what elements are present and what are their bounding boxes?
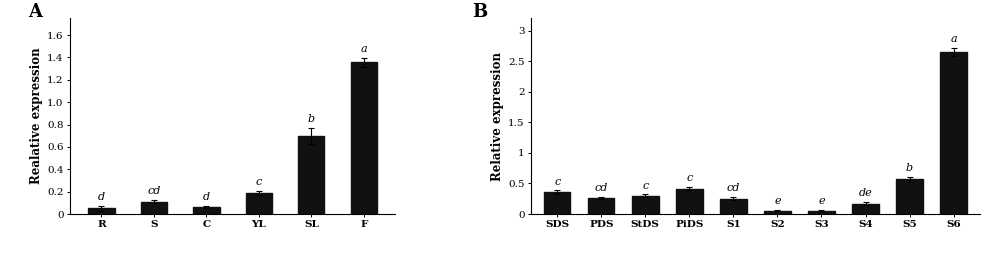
Text: c: c: [554, 176, 560, 187]
Bar: [544, 192, 570, 214]
Text: d: d: [203, 192, 210, 202]
Text: c: c: [642, 181, 648, 191]
Text: de: de: [859, 188, 872, 198]
Text: a: a: [950, 34, 957, 44]
Text: e: e: [774, 196, 781, 206]
Text: b: b: [906, 163, 913, 173]
Text: cd: cd: [727, 183, 740, 193]
Text: c: c: [256, 177, 262, 187]
Bar: [141, 202, 167, 214]
Bar: [940, 52, 967, 214]
Text: B: B: [472, 3, 488, 21]
Text: cd: cd: [147, 186, 161, 196]
Text: A: A: [28, 3, 42, 21]
Bar: [808, 211, 835, 214]
Text: a: a: [360, 44, 367, 54]
Bar: [764, 211, 791, 214]
Text: e: e: [818, 197, 825, 206]
Bar: [896, 179, 923, 214]
Bar: [88, 209, 115, 214]
Bar: [588, 198, 614, 214]
Bar: [676, 189, 703, 214]
Bar: [852, 204, 879, 214]
Bar: [298, 136, 324, 214]
Text: b: b: [308, 114, 315, 124]
Bar: [632, 196, 659, 214]
Text: d: d: [98, 192, 105, 202]
Bar: [246, 193, 272, 214]
Text: c: c: [686, 174, 692, 183]
Y-axis label: Relative expression: Relative expression: [491, 52, 504, 181]
Bar: [193, 207, 220, 214]
Text: cd: cd: [595, 183, 608, 193]
Y-axis label: Realative expression: Realative expression: [30, 48, 43, 185]
Bar: [351, 62, 377, 214]
Bar: [720, 199, 747, 214]
